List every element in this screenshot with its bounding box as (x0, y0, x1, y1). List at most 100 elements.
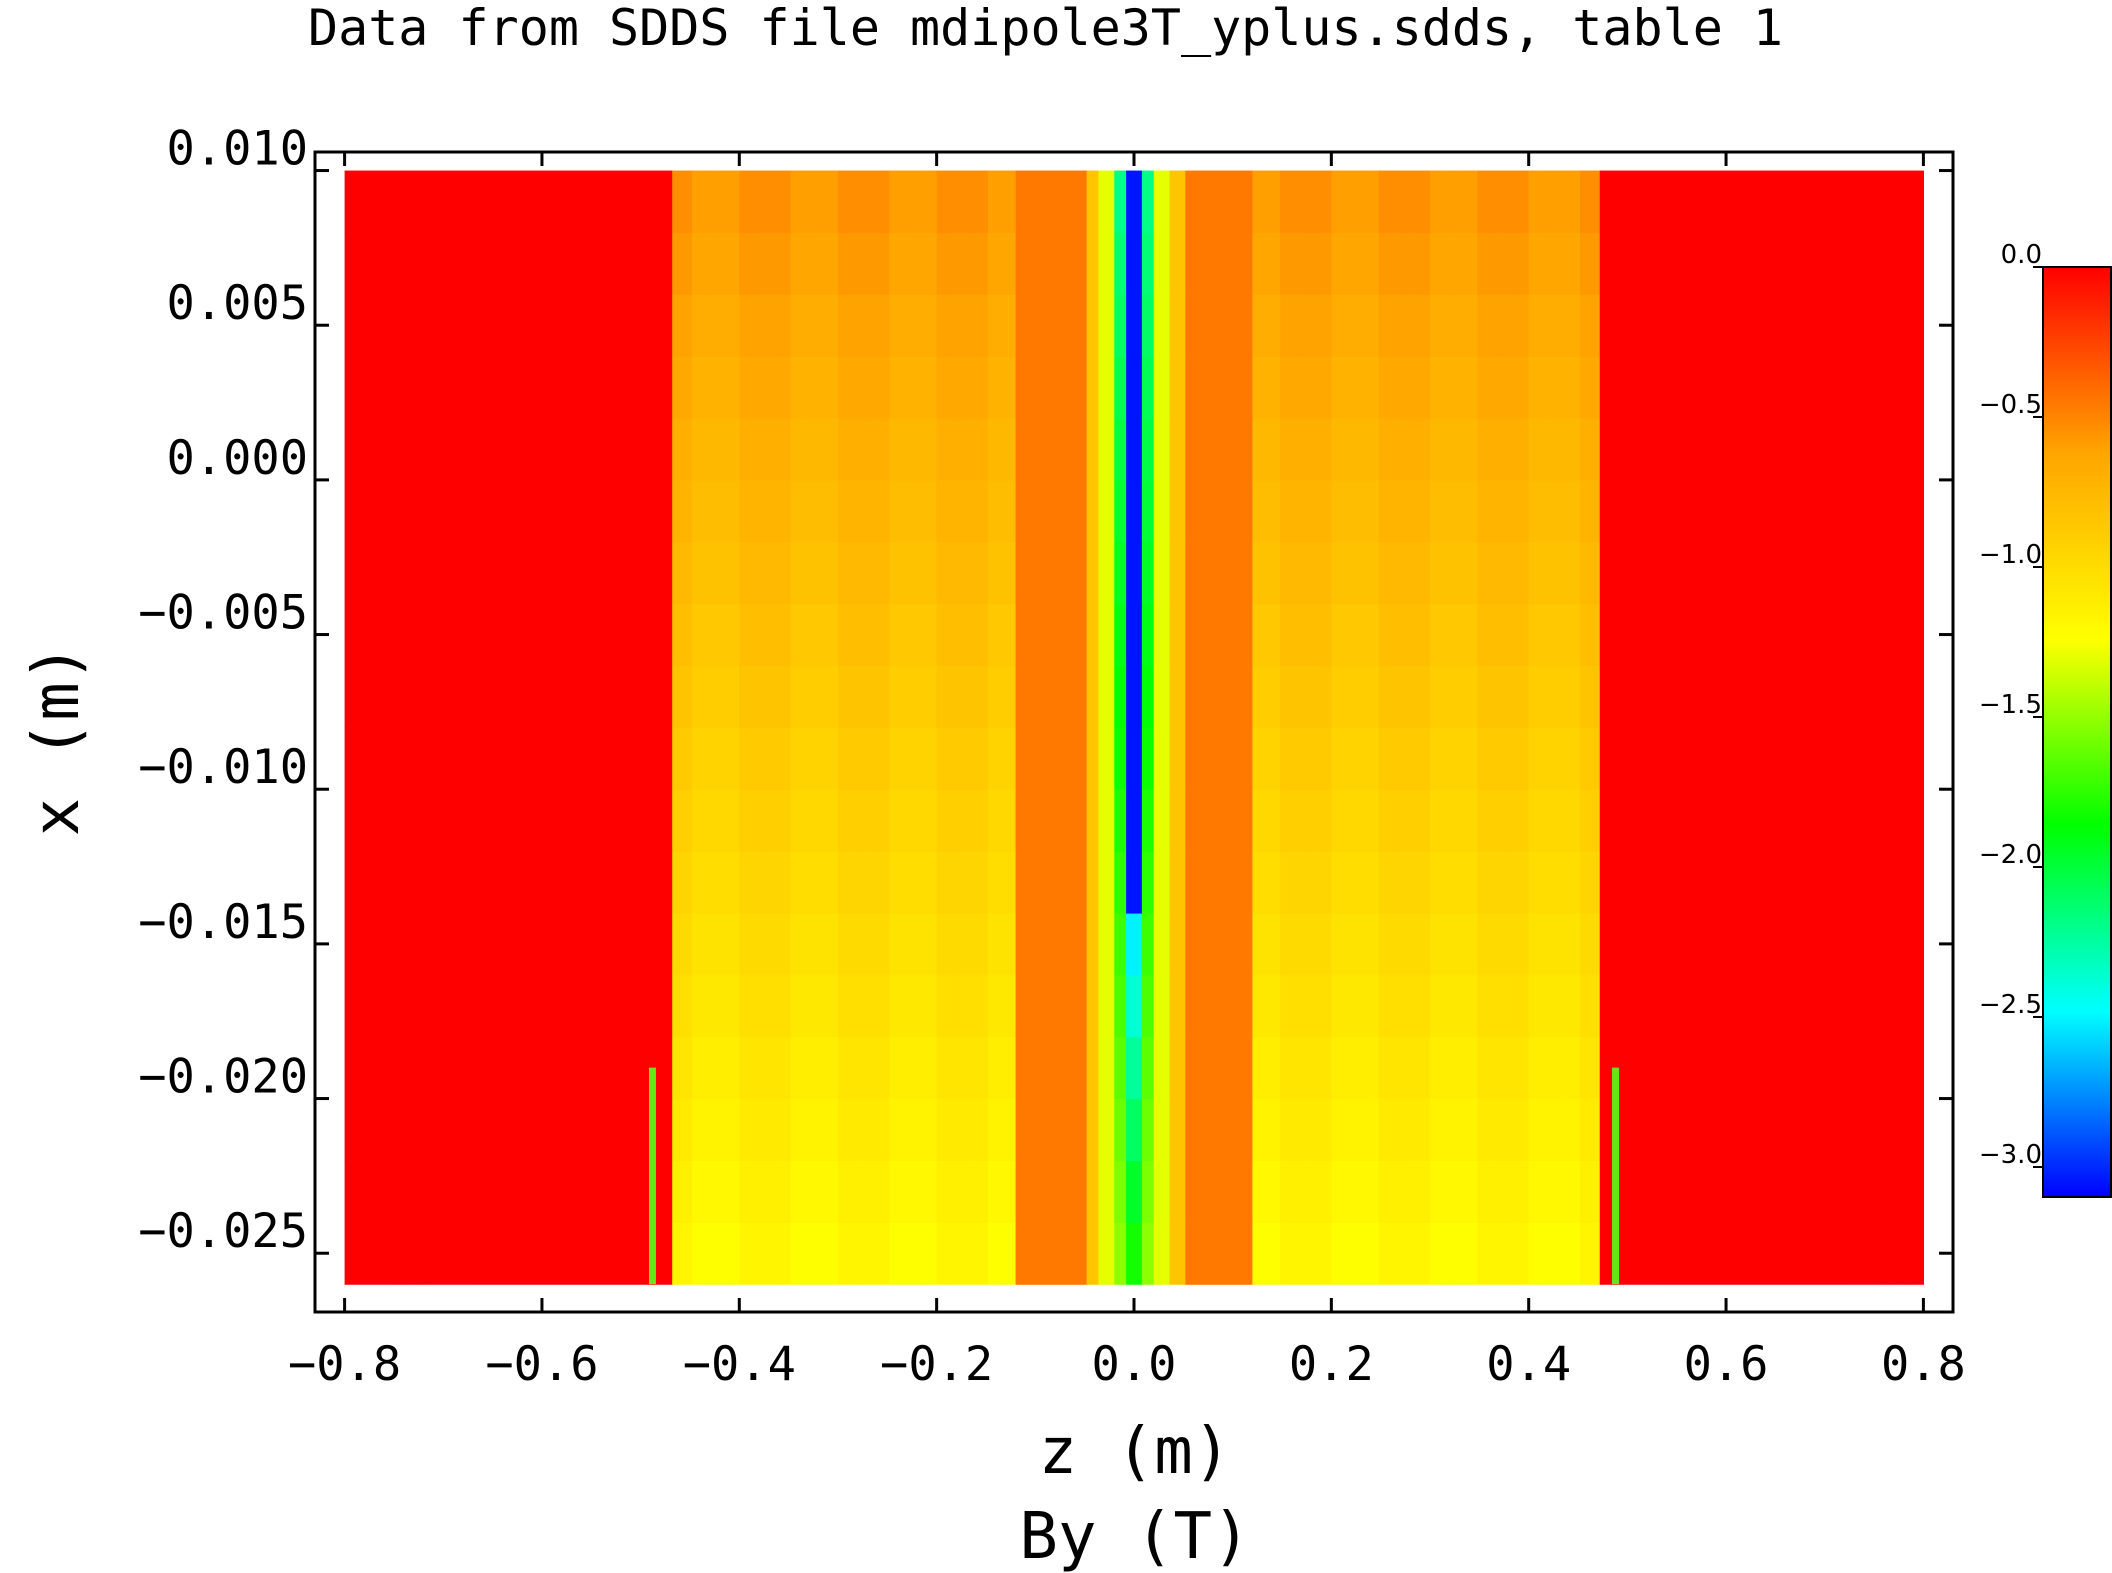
heatmap-cell (589, 1160, 594, 1223)
heatmap-cell (1844, 727, 1850, 790)
heatmap-cell (1268, 1098, 1273, 1162)
heatmap-cell (806, 665, 811, 728)
heatmap-cell (1134, 851, 1139, 914)
heatmap-cell (980, 1036, 985, 1100)
heatmap-cell (439, 603, 444, 667)
heatmap-cell (1078, 1036, 1084, 1100)
heatmap-cell (581, 1222, 586, 1285)
heatmap-cell (1576, 851, 1581, 914)
heatmap-cell (1876, 851, 1881, 914)
heatmap-cell (1236, 1222, 1242, 1285)
heatmap-cell (1426, 1160, 1431, 1223)
heatmap-cell (1595, 665, 1601, 728)
heatmap-cell (960, 727, 965, 790)
heatmap-cell (1737, 789, 1743, 852)
heatmap-cell (1793, 1160, 1798, 1223)
heatmap-cell (1804, 727, 1810, 790)
heatmap-cell (1224, 974, 1230, 1038)
heatmap-cell (613, 974, 618, 1038)
heatmap-cell (1710, 727, 1715, 790)
heatmap-cell (1161, 665, 1167, 728)
heatmap-cell (1433, 1036, 1439, 1100)
heatmap-cell (616, 789, 622, 852)
heatmap-cell (415, 912, 421, 976)
heatmap-cell (553, 665, 559, 728)
heatmap-cell (1256, 1036, 1261, 1100)
heatmap-cell (565, 1036, 571, 1100)
heatmap-cell (1773, 789, 1778, 852)
heatmap-cell (1114, 665, 1119, 728)
heatmap-cell (1698, 1036, 1703, 1100)
heatmap-cell (1737, 974, 1743, 1038)
heatmap-cell (538, 789, 543, 852)
heatmap-cell (486, 603, 492, 667)
heatmap-cell (889, 912, 894, 976)
heatmap-cell (1015, 912, 1021, 976)
heatmap-cell (1508, 1036, 1514, 1100)
heatmap-cell (999, 974, 1005, 1038)
heatmap-cell (1339, 1036, 1344, 1100)
heatmap-cell (1651, 912, 1656, 976)
heatmap-cell (1801, 1160, 1806, 1223)
heatmap-cell (1493, 727, 1498, 790)
heatmap-cell (1856, 665, 1861, 728)
heatmap-cell (1157, 541, 1163, 605)
heatmap-cell (1130, 974, 1135, 1038)
heatmap-cell (628, 1036, 634, 1100)
heatmap-cell (620, 665, 626, 728)
heatmap-cell (502, 1098, 508, 1162)
heatmap-cell (897, 974, 902, 1038)
heatmap-cell (1824, 603, 1830, 667)
heatmap-cell (865, 1222, 871, 1285)
heatmap-cell (1315, 1036, 1321, 1100)
heatmap-cell (419, 479, 425, 543)
heatmap-cell (1220, 974, 1226, 1038)
heatmap-cell (1453, 603, 1459, 667)
heatmap-cell (1260, 1036, 1265, 1100)
heatmap-cell (1891, 1098, 1897, 1162)
heatmap-cell (411, 541, 417, 605)
heatmap-cell (1568, 851, 1573, 914)
heatmap-cell (356, 1098, 361, 1162)
heatmap-cell (668, 789, 673, 852)
heatmap-cell (1619, 789, 1625, 852)
heatmap-cell (1489, 1036, 1494, 1100)
heatmap-cell (1291, 974, 1297, 1038)
heatmap-cell (1295, 541, 1301, 605)
heatmap-cell (1315, 727, 1321, 790)
heatmap-cell (1639, 851, 1644, 914)
heatmap-cell (648, 912, 654, 976)
heatmap-cell (1181, 1036, 1186, 1100)
heatmap-cell (1418, 541, 1423, 605)
heatmap-cell (873, 1036, 879, 1100)
heatmap-cell (1860, 603, 1865, 667)
heatmap-cell (940, 1098, 946, 1162)
heatmap-cell (1433, 974, 1439, 1038)
heatmap-cell (1291, 912, 1297, 976)
heatmap-cell (940, 479, 946, 543)
heatmap-cell (1165, 603, 1171, 667)
heatmap-cell (1430, 974, 1435, 1038)
heatmap-cell (1714, 665, 1719, 728)
heatmap-cell (463, 541, 468, 605)
heatmap-cell (1899, 541, 1905, 605)
heatmap-cell (1678, 1222, 1684, 1285)
heatmap-cell (463, 1098, 468, 1162)
heatmap-cell (759, 1222, 764, 1285)
heatmap-cell (1883, 851, 1889, 914)
heatmap-cell (498, 789, 504, 852)
heatmap-cell (1879, 665, 1885, 728)
heatmap-cell (391, 912, 397, 976)
heatmap-cell (1070, 1098, 1076, 1162)
heatmap-cell (743, 974, 748, 1038)
heatmap-cell (1485, 1160, 1490, 1223)
heatmap-cell (727, 479, 733, 543)
heatmap-cell (1165, 789, 1171, 852)
heatmap-cell (1832, 727, 1838, 790)
heatmap-cell (1899, 1222, 1905, 1285)
heatmap-cell (348, 912, 354, 976)
heatmap-cell (703, 727, 709, 790)
heatmap-cell (684, 1160, 689, 1223)
heatmap-cell (356, 789, 361, 852)
heatmap-cell (1272, 1098, 1277, 1162)
